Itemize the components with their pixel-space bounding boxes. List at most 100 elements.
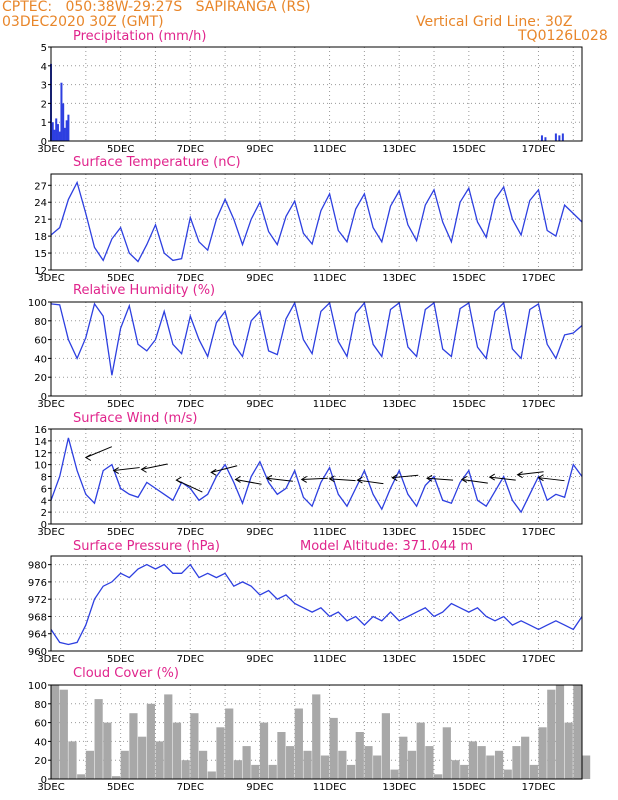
rh-xtick-label: 5DEC [107, 399, 134, 410]
temp-ytick-label: 21 [34, 215, 47, 226]
cloud-column [129, 713, 138, 779]
cloud-column [172, 722, 182, 779]
precip-bar [55, 118, 58, 141]
precip-bar [62, 103, 65, 141]
wind-ytick-label: 16 [34, 425, 47, 436]
cloud-column [477, 746, 486, 779]
wind-vector-head [265, 474, 273, 482]
wind-ytick-label: 12 [34, 449, 47, 460]
temp-series-line [50, 180, 583, 263]
temp-ytick-label: 18 [34, 232, 47, 243]
precip-ytick-label: 5 [41, 43, 47, 54]
cloud-column [329, 717, 338, 779]
cloud-column [181, 760, 190, 779]
cloud-column [521, 736, 530, 779]
wind-vector-head [356, 476, 363, 484]
wind-vector-shaft [357, 479, 384, 485]
cloud-column [451, 760, 460, 779]
header-location: CPTEC: 050:38W-29:27S SAPIRANGA (RS) [2, 0, 311, 15]
cloud-column [538, 727, 547, 779]
temp-xtick-label: 13DEC [382, 273, 416, 284]
precip-bar [561, 133, 564, 141]
temp-xtick-label: 3DEC [37, 273, 64, 284]
rh-series-line [50, 301, 583, 376]
cloud-xtick-label: 9DEC [246, 782, 273, 793]
wind-vector-shaft [538, 477, 565, 482]
pressure-xtick-label: 17DEC [522, 654, 556, 665]
cloud-xtick-label: 5DEC [107, 782, 134, 793]
rh-frame [50, 301, 583, 397]
precip-title: Precipitation (mm/h) [73, 29, 207, 44]
rh-ytick-label: 60 [34, 336, 47, 347]
rh-title: Relative Humidity (%) [73, 283, 216, 298]
precip-bar [67, 114, 70, 141]
cloud-column [59, 689, 68, 779]
precip-bar [53, 129, 56, 141]
cloud-column [486, 755, 495, 779]
precip-bar [554, 133, 557, 141]
precip-ytick-label: 0 [41, 137, 47, 148]
precip-xtick-label: 9DEC [246, 144, 273, 155]
temp-ytick-label: 12 [34, 266, 47, 277]
cloud-column [225, 708, 234, 779]
wind-vector-head [84, 454, 92, 461]
cloud-column [555, 685, 565, 779]
wind-vector-shaft [141, 463, 168, 470]
rh-ytick-label: 0 [41, 392, 47, 403]
wind-xtick-label: 5DEC [107, 527, 134, 538]
cloud-column [242, 746, 251, 779]
precip-xtick-label: 13DEC [382, 144, 416, 155]
cloud-column [529, 764, 538, 779]
wind-ytick-label: 8 [41, 473, 47, 484]
precip-bar [51, 122, 54, 141]
wind-vector-head [426, 474, 433, 482]
temp-frame [50, 173, 583, 271]
wind-vector-head [488, 473, 495, 481]
wind-vector-shaft [329, 478, 356, 482]
cloud-column [51, 685, 60, 779]
cloud-column [198, 750, 208, 779]
wind-ytick-label: 6 [41, 484, 47, 495]
temp-xtick-label: 15DEC [452, 273, 486, 284]
wind-vector-shaft [266, 477, 293, 482]
cloud-column [547, 689, 556, 779]
temp-title: Surface Temperature (nC) [73, 155, 241, 170]
pressure-series-line [50, 563, 583, 646]
cloud-ytick-label: 40 [34, 737, 47, 748]
rh-ytick-label: 80 [34, 317, 47, 328]
pressure-ytick-label: 968 [28, 612, 47, 623]
precip-bar [544, 137, 547, 141]
wind-xtick-label: 9DEC [246, 527, 273, 538]
cloud-column [355, 732, 364, 779]
header-model-id: TQ0126L028 [518, 28, 608, 44]
cloud-ytick-label: 0 [41, 775, 47, 786]
precip-xtick-label: 11DEC [313, 144, 347, 155]
cloud-column [468, 741, 478, 779]
wind-xtick-label: 15DEC [452, 527, 486, 538]
cloud-column [373, 755, 382, 779]
model-altitude: Model Altitude: 371.044 m [300, 539, 474, 554]
pressure-title: Surface Pressure (hPa) [73, 539, 220, 554]
wind-vector-shaft [113, 467, 140, 472]
cloud-column [68, 741, 77, 779]
precip-xtick-label: 15DEC [452, 144, 486, 155]
cloud-column [268, 764, 277, 779]
wind-vector-head [112, 467, 119, 474]
temp-xtick-label: 17DEC [522, 273, 556, 284]
pressure-xtick-label: 11DEC [313, 654, 347, 665]
wind-xtick-label: 11DEC [313, 527, 347, 538]
wind-vector-head [234, 476, 241, 483]
pressure-ytick-label: 976 [28, 578, 47, 589]
precip-bar [56, 124, 59, 141]
wind-vector-head [391, 474, 398, 482]
wind-ytick-label: 2 [41, 508, 47, 519]
wind-ytick-label: 4 [41, 496, 47, 507]
cloud-column [85, 750, 95, 779]
pressure-ytick-label: 980 [28, 561, 47, 572]
wind-vector-shaft [461, 478, 488, 484]
precip-bar [63, 127, 66, 141]
wind-vector-head [140, 465, 147, 473]
cloud-column [460, 764, 469, 779]
cloud-column [512, 746, 521, 779]
cloud-column [216, 727, 225, 779]
